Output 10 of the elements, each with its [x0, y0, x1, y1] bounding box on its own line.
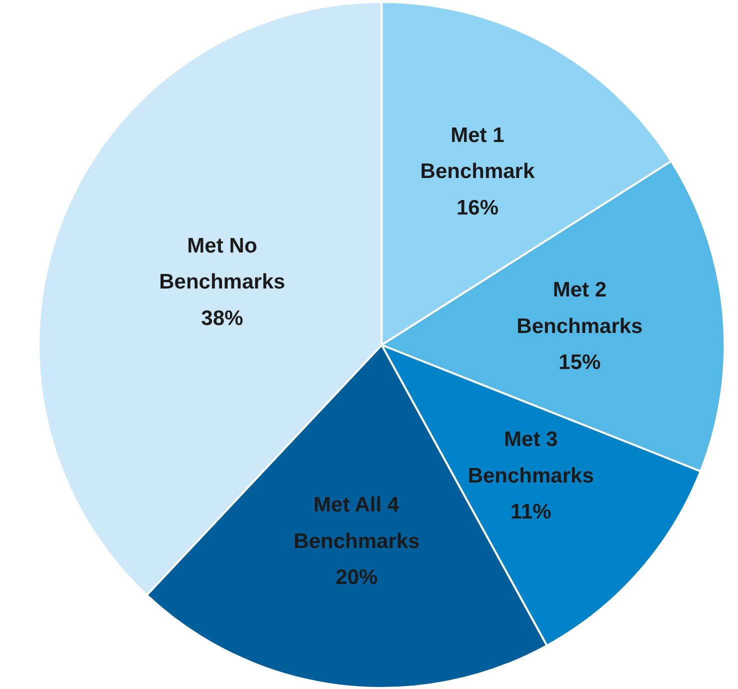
slice-label: Met No Benchmarks [159, 234, 286, 294]
slice-label: Met 2 Benchmarks [516, 278, 643, 338]
data-label: 16% [456, 196, 499, 220]
data-label: 15% [558, 351, 602, 374]
data-label: 38% [201, 306, 244, 330]
data-label: 11% [510, 500, 552, 524]
slice-label: Met 1 Benchmark [420, 124, 535, 184]
slice-label: Met All 4 Benchmarks [294, 494, 420, 553]
data-label: 20% [336, 566, 378, 589]
slice-label: Met 3 Benchmarks [468, 428, 594, 488]
